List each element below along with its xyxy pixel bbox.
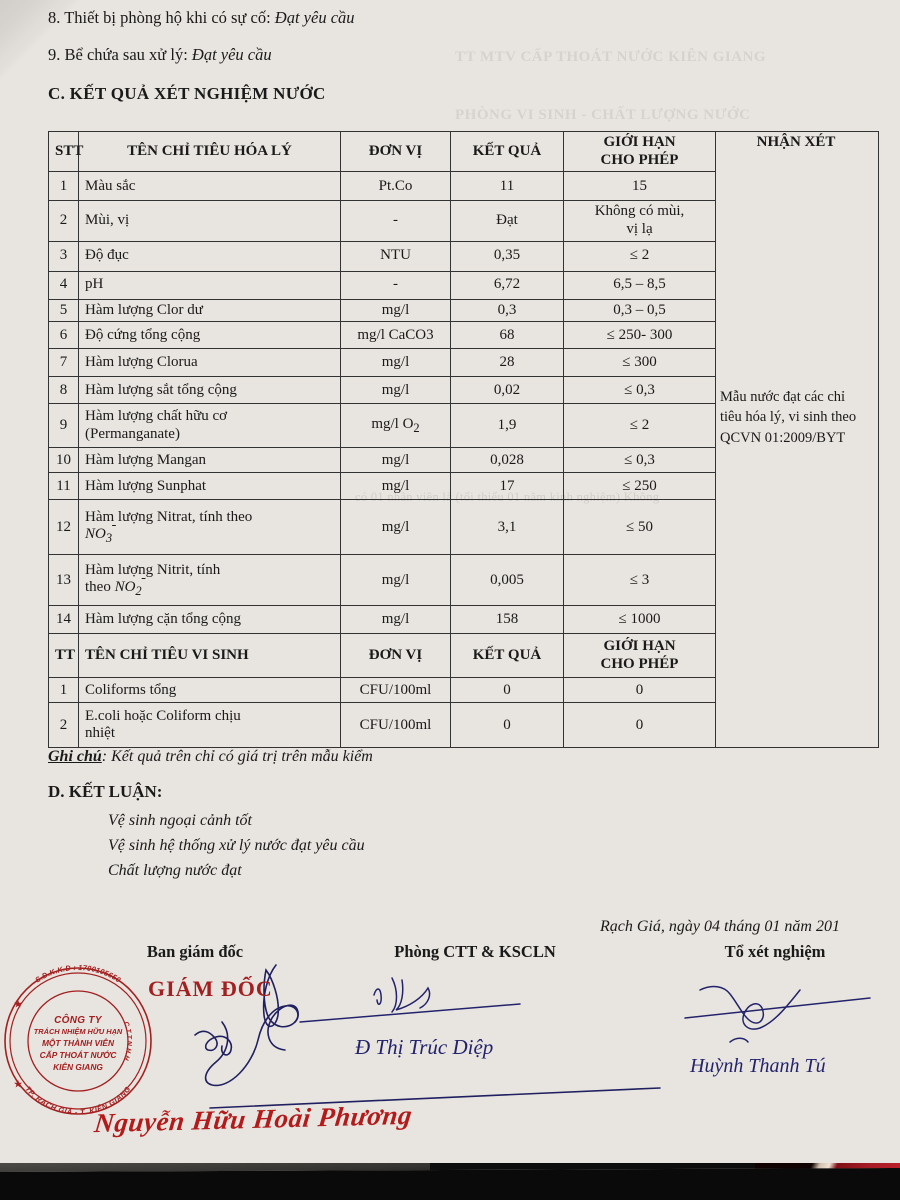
svg-text:MỘT THÀNH VIÊN: MỘT THÀNH VIÊN (42, 1037, 115, 1048)
svg-text:CÔNG TY: CÔNG TY (54, 1013, 103, 1026)
svg-text:CẤP THOÁT NƯỚC: CẤP THOÁT NƯỚC (40, 1049, 118, 1060)
svg-text:S.Đ.K.K.D : 1700105650: S.Đ.K.K.D : 1700105650 (33, 964, 123, 985)
svg-text:TRÁCH NHIỆM HỮU HẠN: TRÁCH NHIỆM HỮU HẠN (34, 1027, 123, 1036)
svg-text:C.T.T.N.H.H: C.T.T.N.H.H (122, 1021, 133, 1062)
svg-text:KIÊN GIANG: KIÊN GIANG (53, 1061, 103, 1072)
svg-text:★: ★ (14, 1079, 23, 1089)
svg-text:★: ★ (14, 999, 23, 1009)
